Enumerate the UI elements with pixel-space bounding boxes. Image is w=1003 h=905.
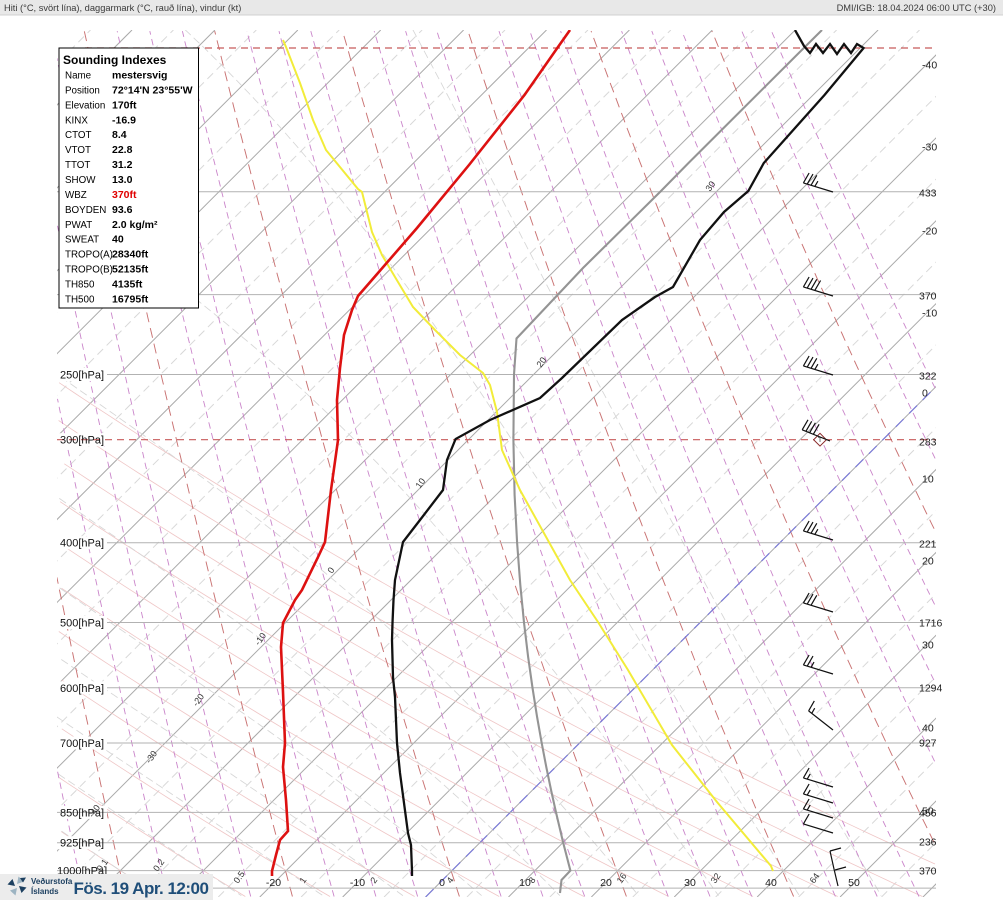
svg-text:-10: -10 [350,877,365,889]
svg-text:VTOT: VTOT [65,145,91,156]
svg-text:1294: 1294 [919,683,943,695]
svg-text:-16.9: -16.9 [112,114,136,126]
svg-text:500[hPa]: 500[hPa] [60,618,104,630]
svg-text:KINX: KINX [65,115,88,126]
svg-text:SHOW: SHOW [65,175,96,186]
svg-text:8.4: 8.4 [112,129,127,141]
svg-text:700[hPa]: 700[hPa] [60,738,104,750]
svg-text:BOYDEN: BOYDEN [65,205,106,216]
svg-text:2.0 kg/m²: 2.0 kg/m² [112,219,158,231]
svg-text:236: 236 [919,837,937,849]
svg-text:16795ft: 16795ft [112,294,149,306]
svg-text:-20: -20 [266,877,281,889]
svg-text:170ft: 170ft [112,99,137,111]
svg-text:Fös. 19 Apr. 12:00: Fös. 19 Apr. 12:00 [74,879,209,898]
svg-text:-20: -20 [922,226,937,238]
svg-text:13.0: 13.0 [112,174,133,186]
svg-text:TROPO(B): TROPO(B) [65,265,113,276]
svg-text:4135ft: 4135ft [112,279,143,291]
svg-text:PWAT: PWAT [65,220,92,231]
svg-text:SWEAT: SWEAT [65,235,99,246]
svg-text:300[hPa]: 300[hPa] [60,435,104,447]
svg-text:322: 322 [919,371,937,383]
svg-text:Veðurstofa: Veðurstofa [31,877,73,886]
svg-text:DMI/IGB: 18.04.2024 06:00 UTC: DMI/IGB: 18.04.2024 06:00 UTC (+30) [837,3,996,13]
svg-text:370: 370 [919,291,937,303]
svg-text:40: 40 [922,723,934,735]
svg-text:0: 0 [922,388,928,400]
svg-text:-40: -40 [922,60,937,72]
svg-text:Sounding Indexes: Sounding Indexes [63,53,167,67]
svg-text:Hiti (°C, svört lína), daggarm: Hiti (°C, svört lína), daggarmark (°C, r… [4,3,241,13]
svg-text:20: 20 [600,877,612,889]
svg-text:Position: Position [65,85,100,96]
svg-text:283: 283 [919,437,937,449]
svg-text:40: 40 [112,234,124,246]
svg-text:600[hPa]: 600[hPa] [60,683,104,695]
svg-text:-10: -10 [922,308,937,320]
svg-text:52135ft: 52135ft [112,264,149,276]
svg-text:72°14'N 23°55'W: 72°14'N 23°55'W [112,84,193,96]
svg-text:28340ft: 28340ft [112,249,149,261]
svg-text:221: 221 [919,539,937,551]
svg-text:WBZ: WBZ [65,190,87,201]
svg-text:30: 30 [922,640,934,652]
svg-text:20: 20 [922,556,934,568]
svg-text:Name: Name [65,71,92,82]
svg-text:927: 927 [919,738,937,750]
svg-text:22.8: 22.8 [112,144,133,156]
svg-text:50: 50 [848,877,860,889]
svg-text:400[hPa]: 400[hPa] [60,538,104,550]
svg-text:mestersvig: mestersvig [112,70,167,82]
svg-text:Íslands: Íslands [31,887,59,896]
svg-text:TROPO(A): TROPO(A) [65,250,113,261]
svg-text:925[hPa]: 925[hPa] [60,838,104,850]
svg-text:TH500: TH500 [65,295,95,306]
svg-text:-30: -30 [922,142,937,154]
svg-text:456: 456 [919,808,937,820]
svg-text:40: 40 [765,877,777,889]
svg-text:30: 30 [684,877,696,889]
svg-text:370: 370 [919,866,937,878]
svg-text:TTOT: TTOT [65,160,90,171]
svg-text:250[hPa]: 250[hPa] [60,370,104,382]
svg-text:93.6: 93.6 [112,204,133,216]
svg-text:Elevation: Elevation [65,100,105,111]
svg-text:1716: 1716 [919,618,943,630]
svg-text:370ft: 370ft [112,189,137,201]
svg-text:CTOT: CTOT [65,130,92,141]
svg-text:10: 10 [922,474,934,486]
svg-text:TH850: TH850 [65,280,95,291]
svg-text:433: 433 [919,188,937,200]
svg-text:31.2: 31.2 [112,159,133,171]
